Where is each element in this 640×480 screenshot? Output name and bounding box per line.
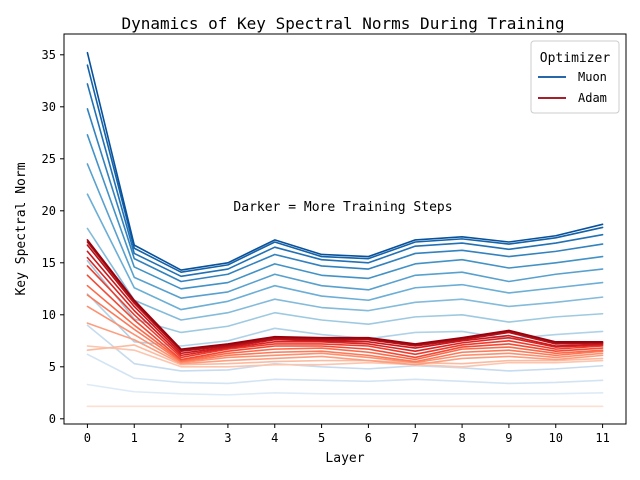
muon-series-line-3 <box>86 324 604 372</box>
y-tick-label: 5 <box>49 360 56 374</box>
y-axis: 0 5 10 15 20 25 30 35 <box>42 48 64 426</box>
legend-label-muon: Muon <box>578 70 607 84</box>
muon-series-line-5 <box>86 259 604 334</box>
x-tick-label: 4 <box>271 431 278 445</box>
adam-series-line-11 <box>86 244 604 353</box>
x-tick-label: 6 <box>365 431 372 445</box>
adam-series-line-5 <box>86 294 604 363</box>
x-tick-label: 0 <box>84 431 91 445</box>
muon-series-line-12 <box>86 64 604 273</box>
y-tick-label: 15 <box>42 256 56 270</box>
axes-frame <box>63 33 627 425</box>
x-tick-label: 7 <box>412 431 419 445</box>
x-tick-label: 9 <box>505 431 512 445</box>
legend-box <box>530 40 620 114</box>
legend: Optimizer Muon Adam <box>530 40 620 114</box>
muon-series-line-10 <box>86 108 604 283</box>
x-tick-label: 2 <box>177 431 184 445</box>
x-tick-label: 8 <box>458 431 465 445</box>
annotation-text: Darker = More Training Steps <box>233 200 452 215</box>
adam-series-group <box>86 239 604 408</box>
y-tick-label: 25 <box>42 152 56 166</box>
muon-series-line-9 <box>86 134 604 290</box>
adam-series-line-7 <box>86 274 604 361</box>
muon-series-line-7 <box>86 193 604 311</box>
y-tick-label: 10 <box>42 308 56 322</box>
adam-series-line-4 <box>86 305 604 364</box>
muon-series-line-2 <box>86 353 604 385</box>
muon-series-line-13 <box>86 51 604 271</box>
adam-series-line-2 <box>86 344 604 366</box>
adam-series-line-3 <box>86 322 604 366</box>
adam-series-line-9 <box>86 256 604 357</box>
muon-series-line-11 <box>86 83 604 278</box>
x-tick-label: 3 <box>224 431 231 445</box>
muon-series-line-6 <box>86 227 604 321</box>
adam-series-line-10 <box>86 250 604 355</box>
adam-series-line-8 <box>86 265 604 359</box>
plot-area <box>86 51 604 408</box>
x-tick-label: 10 <box>549 431 563 445</box>
x-tick-label: 1 <box>131 431 138 445</box>
x-axis-label: Layer <box>325 451 364 466</box>
legend-title: Optimizer <box>540 51 611 66</box>
chart-title: Dynamics of Key Spectral Norms During Tr… <box>121 14 564 33</box>
adam-series-line-6 <box>86 284 604 362</box>
muon-series-line-8 <box>86 163 604 299</box>
adam-series-line-1 <box>86 345 604 368</box>
legend-label-adam: Adam <box>578 91 607 105</box>
y-axis-label: Key Spectral Norm <box>14 162 29 295</box>
muon-series-group <box>86 51 604 408</box>
y-tick-label: 20 <box>42 204 56 218</box>
adam-series-line-13 <box>86 239 604 350</box>
muon-series-line-1 <box>86 383 604 396</box>
x-tick-label: 11 <box>595 431 609 445</box>
x-axis: 0 1 2 3 4 5 6 7 8 9 10 11 <box>84 424 610 445</box>
y-tick-label: 0 <box>49 412 56 426</box>
y-tick-label: 35 <box>42 48 56 62</box>
y-tick-label: 30 <box>42 100 56 114</box>
x-tick-label: 5 <box>318 431 325 445</box>
